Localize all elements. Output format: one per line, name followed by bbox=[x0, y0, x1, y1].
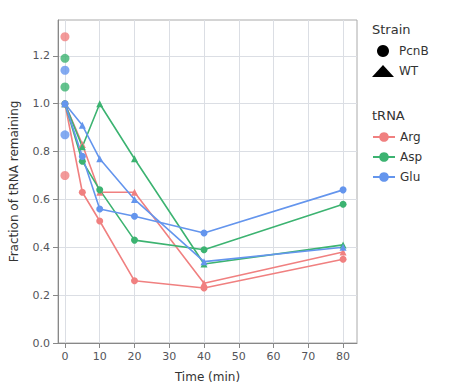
svg-text:60: 60 bbox=[267, 350, 281, 363]
svg-text:Time (min): Time (min) bbox=[174, 370, 240, 384]
svg-text:PcnB: PcnB bbox=[399, 44, 429, 58]
svg-text:Fraction of tRNA remaining: Fraction of tRNA remaining bbox=[7, 101, 21, 263]
svg-text:0.4: 0.4 bbox=[33, 241, 51, 254]
svg-text:40: 40 bbox=[197, 350, 211, 363]
svg-text:Arg: Arg bbox=[400, 130, 421, 144]
svg-text:0.0: 0.0 bbox=[33, 337, 51, 350]
svg-text:0.2: 0.2 bbox=[33, 289, 51, 302]
svg-text:70: 70 bbox=[301, 350, 315, 363]
svg-text:Asp: Asp bbox=[400, 150, 422, 164]
svg-text:0: 0 bbox=[61, 350, 68, 363]
svg-text:10: 10 bbox=[93, 350, 107, 363]
svg-text:0.8: 0.8 bbox=[33, 145, 51, 158]
svg-text:Strain: Strain bbox=[372, 22, 411, 37]
svg-text:1.2: 1.2 bbox=[33, 49, 51, 62]
svg-text:tRNA: tRNA bbox=[372, 108, 405, 123]
svg-text:1.0: 1.0 bbox=[33, 97, 51, 110]
svg-text:30: 30 bbox=[162, 350, 176, 363]
svg-text:WT: WT bbox=[399, 64, 419, 78]
svg-text:50: 50 bbox=[232, 350, 246, 363]
svg-text:Glu: Glu bbox=[400, 170, 420, 184]
svg-text:0.6: 0.6 bbox=[33, 193, 51, 206]
svg-text:80: 80 bbox=[336, 350, 350, 363]
svg-text:20: 20 bbox=[127, 350, 141, 363]
